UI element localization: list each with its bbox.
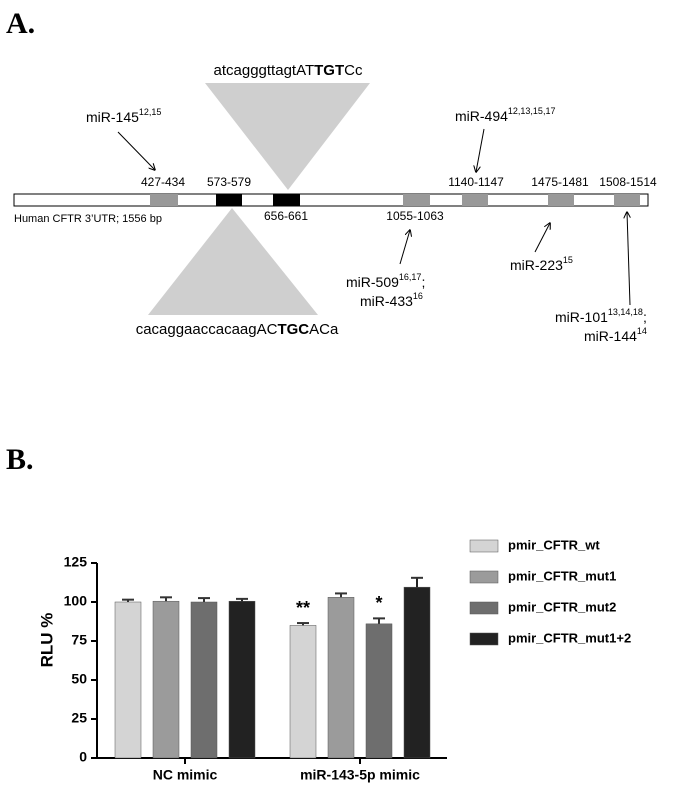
sequence-part: Cc — [344, 62, 363, 79]
bar — [289, 625, 317, 759]
y-tick-label: 0 — [79, 749, 87, 765]
site-label: 656-661 — [264, 209, 308, 223]
sequence-part: cacaggaaccacaagAC — [136, 321, 278, 338]
sequence: cacaggaaccacaagACTGCACa — [136, 321, 339, 338]
x-tick-label: miR-143-5p mimic — [300, 767, 420, 783]
mirna-refs: 15 — [563, 255, 573, 265]
mirna-name: miR-101 — [555, 309, 608, 325]
site-box — [614, 194, 640, 206]
arrow — [476, 128, 485, 172]
bar — [152, 600, 180, 759]
mirna-label: miR-14512,15 — [86, 107, 161, 124]
site-label: 1055-1063 — [386, 209, 444, 223]
site-box — [150, 194, 178, 206]
mirna-refs: 12,13,15,17 — [508, 106, 556, 116]
mirna-label: miR-14414 — [584, 326, 647, 343]
sequence-part: TGT — [314, 62, 344, 79]
panel-label: A. — [6, 7, 35, 40]
utr-label: Human CFTR 3’UTR; 1556 bp — [14, 213, 162, 225]
legend-label: pmir_CFTR_mut1 — [508, 568, 616, 583]
sequence-part: TGC — [277, 321, 309, 338]
legend-swatch — [469, 570, 499, 584]
bar — [114, 601, 142, 759]
site-label: 573-579 — [207, 175, 251, 189]
mirna-name: miR-509 — [346, 274, 399, 290]
mirna-name: miR-223 — [510, 257, 563, 273]
insert-triangle — [205, 83, 370, 190]
mirna-label: miR-43316 — [360, 291, 423, 308]
bar — [228, 600, 256, 759]
arrow — [627, 212, 630, 306]
mirna-suffix: ; — [643, 309, 647, 325]
mirna-refs: 14 — [637, 326, 647, 336]
mirna-refs: 16,17 — [399, 272, 422, 282]
sequence: atcagggttagtATTGTCc — [214, 62, 363, 79]
site-label: 1475-1481 — [531, 175, 589, 189]
bar — [190, 601, 218, 759]
mirna-refs: 16 — [413, 291, 423, 301]
legend-label: pmir_CFTR_mut1+2 — [508, 630, 631, 645]
insert-triangle — [148, 208, 318, 315]
arrow — [534, 223, 550, 253]
legend-swatch — [469, 539, 499, 553]
mirna-suffix: ; — [421, 274, 425, 290]
panel-label: B. — [6, 443, 34, 476]
site-box — [403, 194, 430, 206]
site-box — [548, 194, 574, 206]
mirna-name: miR-144 — [584, 328, 637, 344]
mirna-name: miR-433 — [360, 293, 413, 309]
site-label: 427-434 — [141, 175, 185, 189]
legend-swatch — [469, 632, 499, 646]
y-tick-label: 125 — [64, 554, 88, 570]
site-box — [273, 194, 300, 206]
bar — [365, 623, 393, 759]
mirna-refs: 13,14,18 — [608, 307, 643, 317]
site-box — [462, 194, 488, 206]
mirna-label: miR-22315 — [510, 255, 573, 272]
site-box — [216, 194, 242, 206]
y-tick-label: 50 — [71, 671, 87, 687]
site-label: 1508-1514 — [599, 175, 657, 189]
arrow — [399, 230, 410, 265]
arrow — [117, 131, 155, 170]
bar — [403, 586, 431, 759]
mirna-label: miR-49412,13,15,17 — [455, 106, 555, 123]
y-tick-label: 25 — [71, 710, 87, 726]
legend-swatch — [469, 601, 499, 615]
bar — [327, 597, 355, 759]
legend-label: pmir_CFTR_wt — [508, 537, 600, 552]
mirna-label: miR-50916,17; — [346, 272, 425, 289]
significance-label: ** — [296, 598, 310, 618]
y-axis-label: RLU % — [37, 613, 56, 668]
mirna-refs: 12,15 — [139, 107, 162, 117]
y-tick-label: 100 — [64, 593, 88, 609]
mirna-name: miR-145 — [86, 109, 139, 125]
x-tick-label: NC mimic — [153, 767, 218, 783]
sequence-part: ACa — [309, 321, 339, 338]
site-label: 1140-1147 — [448, 175, 504, 189]
legend-label: pmir_CFTR_mut2 — [508, 599, 616, 614]
mirna-name: miR-494 — [455, 108, 508, 124]
y-tick-label: 75 — [71, 632, 87, 648]
sequence-part: atcagggttagtAT — [214, 62, 315, 79]
significance-label: * — [375, 593, 382, 613]
mirna-label: miR-10113,14,18; — [555, 307, 647, 324]
